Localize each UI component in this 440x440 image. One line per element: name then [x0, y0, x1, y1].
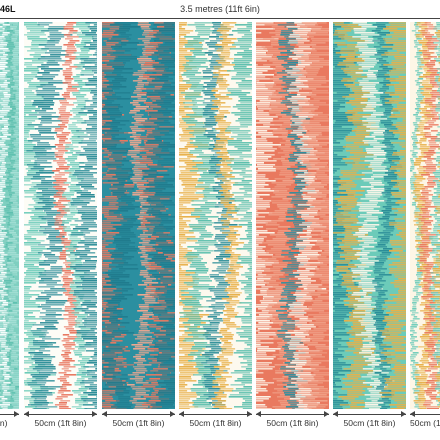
wallpaper-panel-7	[410, 22, 440, 409]
panel-1-dimension-arrow	[0, 411, 19, 417]
wallpaper-panel-5	[256, 22, 329, 409]
panel-texture	[410, 22, 440, 409]
overall-width-label: 3.5 metres (11ft 6in)	[180, 4, 260, 14]
panel-6-dimension-arrow	[333, 411, 406, 417]
panel-texture	[102, 22, 175, 409]
panel-4-width-label: 50cm (1ft 8in)	[189, 418, 242, 428]
panel-texture	[0, 22, 19, 409]
panel-3-width-label: 50cm (1ft 8in)	[112, 418, 165, 428]
panel-2-dimension-arrow	[24, 411, 97, 417]
wallpaper-panel-2	[24, 22, 97, 409]
panel-2-width-label: 50cm (1ft 8in)	[34, 418, 87, 428]
panel-texture	[256, 22, 329, 409]
panel-3-dimension-arrow	[102, 411, 175, 417]
panel-5-dimension-arrow	[256, 411, 329, 417]
wallpaper-panel-4	[179, 22, 252, 409]
panel-texture	[333, 22, 406, 409]
panel-1-width-label: in)	[0, 418, 8, 428]
panel-texture	[179, 22, 252, 409]
wallpaper-panel-6	[333, 22, 406, 409]
overall-width-dimension-line	[0, 18, 440, 19]
panel-texture	[24, 22, 97, 409]
panel-7-dimension-arrow	[410, 411, 440, 417]
wallpaper-panel-3	[102, 22, 175, 409]
panel-4-dimension-arrow	[179, 411, 252, 417]
panel-6-width-label: 50cm (1ft 8in)	[343, 418, 396, 428]
wallpaper-panel-1	[0, 22, 19, 409]
panel-7-width-label: 50cm (1ft 8in)	[410, 418, 440, 428]
product-code-fragment: 46L	[0, 4, 16, 14]
panel-5-width-label: 50cm (1ft 8in)	[266, 418, 319, 428]
